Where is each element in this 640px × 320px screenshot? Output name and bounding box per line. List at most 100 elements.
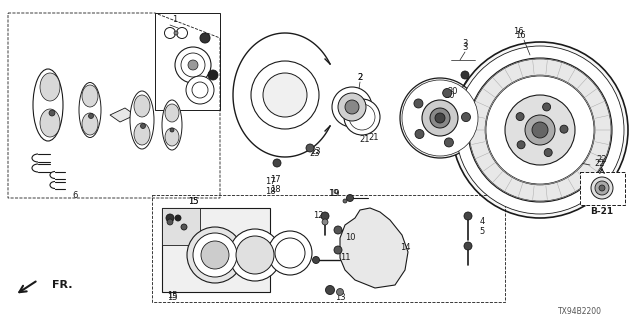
Circle shape [525, 115, 555, 145]
Circle shape [181, 53, 205, 77]
Circle shape [175, 47, 211, 83]
Circle shape [275, 238, 305, 268]
Ellipse shape [130, 91, 154, 149]
Circle shape [167, 219, 173, 225]
Circle shape [430, 108, 450, 128]
Circle shape [312, 257, 319, 263]
Circle shape [208, 70, 218, 80]
Circle shape [166, 214, 174, 222]
Circle shape [326, 285, 335, 294]
Circle shape [349, 104, 375, 130]
Circle shape [193, 233, 237, 277]
Circle shape [452, 42, 628, 218]
Text: B-21: B-21 [591, 207, 614, 217]
Text: 23: 23 [310, 148, 321, 156]
Circle shape [400, 78, 480, 158]
Circle shape [343, 199, 347, 203]
Text: 17: 17 [269, 175, 280, 185]
Circle shape [306, 144, 314, 152]
Ellipse shape [40, 109, 60, 137]
Text: 19: 19 [330, 188, 340, 197]
Circle shape [486, 76, 594, 184]
Circle shape [516, 113, 524, 121]
Circle shape [443, 89, 452, 98]
Text: 15: 15 [188, 197, 198, 206]
Text: 22: 22 [596, 156, 607, 164]
Text: 20: 20 [448, 87, 458, 97]
Ellipse shape [79, 83, 101, 138]
Circle shape [346, 195, 353, 202]
Circle shape [345, 100, 359, 114]
Ellipse shape [162, 100, 182, 150]
Circle shape [599, 185, 605, 191]
Text: 16: 16 [515, 30, 525, 39]
Circle shape [415, 130, 424, 139]
Circle shape [321, 212, 329, 220]
Circle shape [505, 95, 575, 165]
Ellipse shape [82, 113, 98, 135]
Circle shape [414, 99, 423, 108]
Text: 2: 2 [357, 74, 363, 83]
Text: 15: 15 [167, 291, 177, 300]
Circle shape [174, 31, 178, 35]
Circle shape [591, 177, 613, 199]
Text: 7: 7 [180, 228, 186, 237]
Circle shape [170, 128, 174, 132]
Ellipse shape [165, 104, 179, 122]
Text: 6: 6 [72, 191, 77, 201]
Text: 10: 10 [345, 233, 355, 242]
Text: 3: 3 [462, 39, 468, 49]
Text: 18: 18 [269, 185, 280, 194]
Circle shape [141, 124, 145, 129]
Circle shape [332, 87, 372, 127]
Circle shape [402, 80, 478, 156]
Circle shape [88, 114, 93, 118]
Polygon shape [162, 208, 270, 292]
Circle shape [334, 226, 342, 234]
Ellipse shape [33, 69, 63, 141]
Text: 15: 15 [188, 197, 198, 206]
Ellipse shape [134, 95, 150, 117]
Circle shape [344, 99, 380, 135]
Polygon shape [162, 208, 200, 245]
Text: 2: 2 [357, 74, 363, 83]
Text: 16: 16 [513, 28, 524, 36]
Circle shape [435, 113, 445, 123]
Text: 9: 9 [173, 237, 179, 246]
Text: 7: 7 [180, 230, 186, 239]
Text: 8: 8 [243, 238, 249, 247]
Circle shape [544, 148, 552, 156]
Circle shape [236, 236, 274, 274]
Circle shape [468, 58, 612, 202]
Text: 9: 9 [173, 236, 179, 244]
Text: 20: 20 [445, 91, 455, 100]
Text: 1: 1 [172, 15, 178, 25]
Circle shape [229, 229, 281, 281]
Text: 18: 18 [265, 188, 275, 196]
Ellipse shape [134, 123, 150, 145]
Circle shape [517, 141, 525, 149]
Circle shape [273, 159, 281, 167]
Circle shape [201, 241, 229, 269]
Polygon shape [340, 208, 408, 288]
Circle shape [322, 219, 328, 225]
Circle shape [532, 122, 548, 138]
Text: 14: 14 [400, 244, 410, 252]
Text: 5: 5 [479, 228, 484, 236]
Circle shape [464, 242, 472, 250]
Text: 17: 17 [265, 178, 275, 187]
Circle shape [543, 103, 550, 111]
Text: 19: 19 [328, 188, 339, 197]
Circle shape [181, 224, 187, 230]
Text: 13: 13 [335, 293, 346, 302]
Text: 4: 4 [479, 218, 484, 227]
Circle shape [338, 93, 366, 121]
Text: 8: 8 [243, 238, 249, 247]
Circle shape [464, 212, 472, 220]
Circle shape [192, 82, 208, 98]
Circle shape [595, 181, 609, 195]
Circle shape [461, 113, 470, 122]
Circle shape [188, 60, 198, 70]
Text: 11: 11 [340, 252, 350, 261]
Text: 21: 21 [369, 132, 380, 141]
